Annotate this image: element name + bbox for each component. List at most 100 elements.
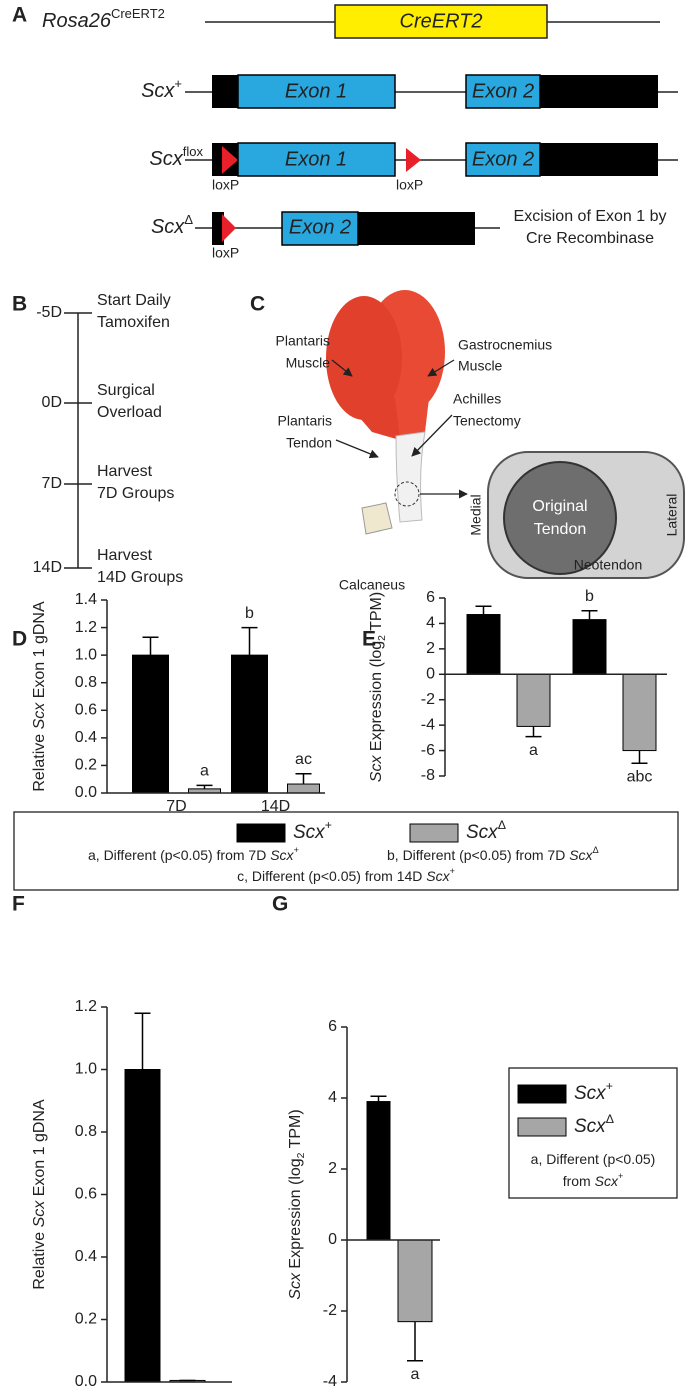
anatomy-label: Plantaris — [276, 333, 330, 349]
text-part: a, Different (p<0.05) from 7D — [88, 847, 270, 863]
legend-label: Scx+ — [574, 1079, 613, 1104]
text-part: 2 — [377, 635, 388, 641]
text-part: a, Different (p<0.05) — [531, 1151, 656, 1167]
anatomy-label: Tendon — [534, 521, 587, 538]
significance-letter: ac — [295, 751, 312, 768]
error-bar — [475, 605, 492, 615]
significance-letter: b — [585, 588, 594, 605]
panel-label: B — [12, 293, 27, 316]
text-part: Scx — [426, 868, 450, 884]
exon-label: Exon 2 — [472, 80, 534, 102]
y-tick-label: 0.6 — [75, 1186, 97, 1203]
y-axis-label: Relative Scx Exon 1 gDNA — [31, 1099, 48, 1290]
timeline-event: Overload — [97, 404, 162, 421]
legend-swatch — [236, 823, 286, 843]
panel-label: A — [12, 4, 27, 27]
x-tick-label: 14D — [261, 798, 290, 815]
y-tick-label: 2 — [328, 1160, 337, 1177]
anatomy-label: Lateral — [664, 494, 680, 537]
chart: Relative Scx Exon 1 gDNA 0.0 0.2 0.4 0.6 0.8 1… — [31, 591, 325, 815]
y-tick-label: 1.2 — [75, 998, 97, 1015]
legend-box — [508, 1067, 678, 1199]
text-part: + — [450, 866, 455, 876]
y-tick-label: -2 — [421, 691, 435, 708]
bar — [572, 619, 607, 675]
construct-del: ScxΔ Exon 2 loxP Excision of Exon 1 by C… — [151, 208, 667, 260]
text-part: Scx — [574, 1083, 607, 1104]
timeline-day: 0D — [42, 394, 62, 411]
text-part: Scx — [569, 847, 593, 863]
error-bar — [370, 1095, 387, 1102]
legend-label: ScxΔ — [466, 818, 506, 843]
y-axis-label: Relative Scx Exon 1 gDNA — [31, 601, 48, 792]
text-part: Scx — [270, 847, 294, 863]
anatomy-label: Gastrocnemius — [458, 337, 552, 353]
text-part: Scx — [574, 1116, 607, 1137]
construct-name: Scx+ — [141, 76, 182, 102]
panel-label: E — [362, 628, 376, 651]
y-tick-label: 1.4 — [75, 591, 97, 608]
construct-name: ScxΔ — [151, 212, 193, 238]
text-part: Relative — [31, 1227, 48, 1289]
loxp-label: loxP — [396, 177, 423, 193]
text-part: Scx — [149, 148, 183, 170]
y-tick-label: -6 — [421, 742, 435, 759]
legend-note: a, Different (p<0.05) — [531, 1151, 656, 1167]
text-part: TPM) — [368, 592, 385, 635]
anatomy-label: Medial — [468, 494, 484, 535]
text-part: + — [174, 76, 182, 91]
text-part: Δ — [593, 845, 599, 855]
timeline-event: Tamoxifen — [97, 314, 170, 331]
y-tick-label: -2 — [323, 1302, 337, 1319]
error-bar — [295, 772, 312, 785]
bar — [124, 1069, 161, 1383]
bar — [366, 1101, 391, 1241]
anatomy-label: Tendon — [286, 435, 332, 451]
chart: Scx Expression (log2 TPM)-8-6-4-20246aba… — [368, 588, 667, 786]
legend-box — [13, 811, 679, 891]
legend-swatch — [409, 823, 459, 843]
anatomy-label: Achilles — [453, 391, 501, 407]
text-part: Exon 1 gDNA — [31, 601, 48, 703]
anatomy-label: Tenectomy — [453, 413, 521, 429]
y-tick-label: 0 — [426, 666, 435, 683]
timeline-event: 14D Groups — [97, 569, 183, 586]
error-bar — [631, 750, 648, 765]
y-tick-label: 1.0 — [75, 646, 97, 663]
y-tick-label: -4 — [323, 1373, 337, 1390]
note: Cre Recombinase — [526, 230, 654, 247]
construct-wt: Scx+ Exon 1 Exon 2 — [141, 74, 678, 109]
construct-flox: Scxflox Exon 1 Exon 2 loxP loxP — [149, 142, 678, 193]
y-tick-label: 0 — [328, 1231, 337, 1248]
text-part: TPM) — [287, 1109, 304, 1152]
legend-label: ScxΔ — [574, 1112, 614, 1137]
exon-label: Exon 2 — [289, 216, 351, 238]
significance-letter: a — [529, 742, 538, 759]
text-part: Relative — [31, 729, 48, 791]
error-bar — [525, 726, 542, 738]
text-part: 2 — [296, 1152, 307, 1158]
y-tick-label: 1.0 — [75, 1061, 97, 1078]
text-part: Scx — [31, 1200, 48, 1228]
text-part: Scx — [368, 755, 385, 783]
text-part: flox — [183, 144, 204, 159]
bar — [516, 673, 551, 727]
y-tick-label: 4 — [328, 1089, 337, 1106]
text-part: Δ — [606, 1112, 614, 1126]
bar — [287, 783, 320, 794]
text-part: b, Different (p<0.05) from 7D — [387, 847, 569, 863]
exon-label: Exon 1 — [285, 80, 347, 102]
text-part: Scx — [141, 80, 175, 102]
y-tick-label: 0.6 — [75, 702, 97, 719]
error-bar — [241, 626, 258, 656]
y-tick-label: -8 — [421, 767, 435, 784]
exon-label: Exon 2 — [472, 148, 534, 170]
text-part: Scx — [287, 1272, 304, 1300]
error-bar — [581, 609, 598, 620]
text-part: + — [606, 1079, 613, 1093]
y-tick-label: 2 — [426, 640, 435, 657]
timeline-event: Harvest — [97, 463, 153, 480]
significance-letter: a — [200, 763, 209, 780]
construct-name: Scxflox — [149, 144, 203, 170]
